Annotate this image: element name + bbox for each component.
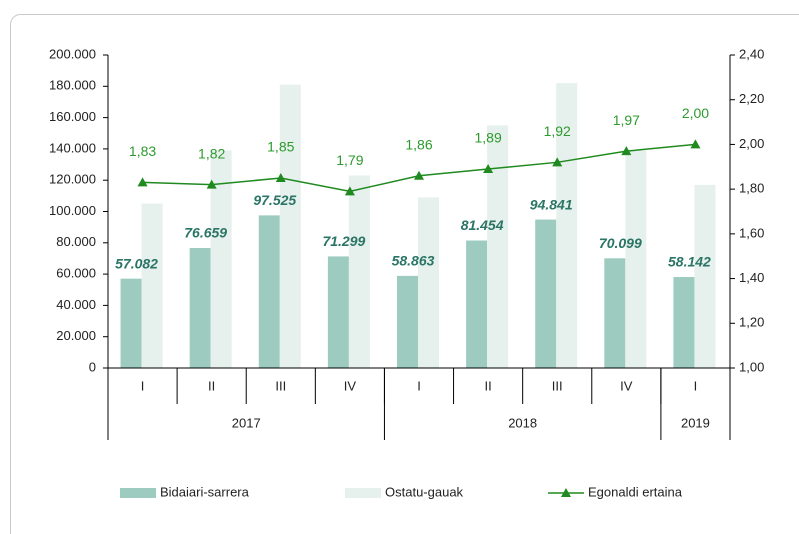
y2-tick-label: 2,40 xyxy=(739,46,764,61)
bar xyxy=(694,184,716,368)
card xyxy=(10,14,799,534)
bar xyxy=(210,150,232,368)
bar xyxy=(327,256,349,368)
bar xyxy=(673,277,695,368)
line-value-label: 1,85 xyxy=(267,139,294,155)
y2-tick-label: 1,40 xyxy=(739,270,764,285)
y2-tick-label: 1,60 xyxy=(739,225,764,240)
y-tick-label: 60.000 xyxy=(56,266,96,281)
bar-value-label: 58.142 xyxy=(668,254,711,270)
x-tick-label: II xyxy=(208,378,215,393)
line-marker xyxy=(344,186,355,196)
line-value-label: 2,00 xyxy=(682,105,709,121)
line-marker xyxy=(621,146,632,156)
bar xyxy=(258,215,280,368)
y-tick-label: 20.000 xyxy=(56,328,96,343)
line-marker xyxy=(483,164,494,174)
bar xyxy=(189,248,211,368)
x-tick-label: II xyxy=(484,378,491,393)
y2-tick-label: 1,80 xyxy=(739,181,764,196)
bar-value-label: 71.299 xyxy=(322,233,365,249)
group-label: 2018 xyxy=(508,415,537,430)
bar-value-label: 81.454 xyxy=(461,217,504,233)
bar xyxy=(625,150,647,368)
bar-value-label: 58.863 xyxy=(392,253,435,269)
y-tick-label: 0 xyxy=(89,359,96,374)
bar xyxy=(487,125,509,368)
y-tick-label: 100.000 xyxy=(49,203,96,218)
bar xyxy=(348,175,370,368)
bar-value-label: 97.525 xyxy=(253,192,296,208)
bar-value-label: 70.099 xyxy=(599,235,642,251)
line-value-label: 1,79 xyxy=(336,152,363,168)
line-value-label: 1,92 xyxy=(544,123,571,139)
bar xyxy=(120,278,142,368)
line-marker xyxy=(414,170,424,180)
y2-tick-label: 1,00 xyxy=(739,359,764,374)
line-marker xyxy=(552,157,563,167)
x-tick-label: III xyxy=(552,378,563,393)
line-marker xyxy=(690,139,701,149)
bar xyxy=(604,258,626,368)
y2-tick-label: 1,20 xyxy=(739,315,764,330)
legend-label: Bidaiari-sarrera xyxy=(160,484,250,499)
bar xyxy=(279,84,301,369)
line-marker xyxy=(275,172,286,182)
bar xyxy=(466,240,488,368)
x-tick-label: IV xyxy=(344,378,357,393)
line-marker xyxy=(206,179,217,189)
group-label: 2019 xyxy=(681,415,710,430)
bar xyxy=(418,197,439,368)
line-value-label: 1,86 xyxy=(405,136,432,152)
legend-label: Egonaldi ertaina xyxy=(588,484,683,499)
y-tick-label: 40.000 xyxy=(56,297,96,312)
y-tick-label: 180.000 xyxy=(49,78,96,93)
x-tick-label: I xyxy=(694,378,698,393)
bar xyxy=(397,275,418,368)
bar-value-label: 57.082 xyxy=(115,255,158,271)
x-tick-label: I xyxy=(417,378,421,393)
y-tick-label: 120.000 xyxy=(49,172,96,187)
line-value-label: 1,97 xyxy=(613,112,640,128)
bar-value-label: 76.659 xyxy=(184,225,227,241)
x-tick-label: I xyxy=(141,378,145,393)
legend-swatch xyxy=(120,488,156,498)
bar xyxy=(141,203,163,368)
legend-marker xyxy=(561,488,571,497)
bar xyxy=(535,219,557,368)
legend-label: Ostatu-gauak xyxy=(385,484,464,499)
y-tick-label: 160.000 xyxy=(49,109,96,124)
line-value-label: 1,89 xyxy=(474,130,501,146)
y2-tick-label: 2,00 xyxy=(739,136,764,151)
bar-value-label: 94.841 xyxy=(530,196,573,212)
y-tick-label: 200.000 xyxy=(49,46,96,61)
line-value-label: 1,82 xyxy=(198,145,225,161)
line-value-label: 1,83 xyxy=(129,143,156,159)
x-tick-label: III xyxy=(275,378,286,393)
x-tick-label: IV xyxy=(620,378,633,393)
y-tick-label: 140.000 xyxy=(49,140,96,155)
y-tick-label: 80.000 xyxy=(56,234,96,249)
line-marker xyxy=(137,177,148,187)
bar xyxy=(556,83,578,369)
legend-swatch xyxy=(345,488,381,498)
y2-tick-label: 2,20 xyxy=(739,91,764,106)
group-label: 2017 xyxy=(232,415,261,430)
